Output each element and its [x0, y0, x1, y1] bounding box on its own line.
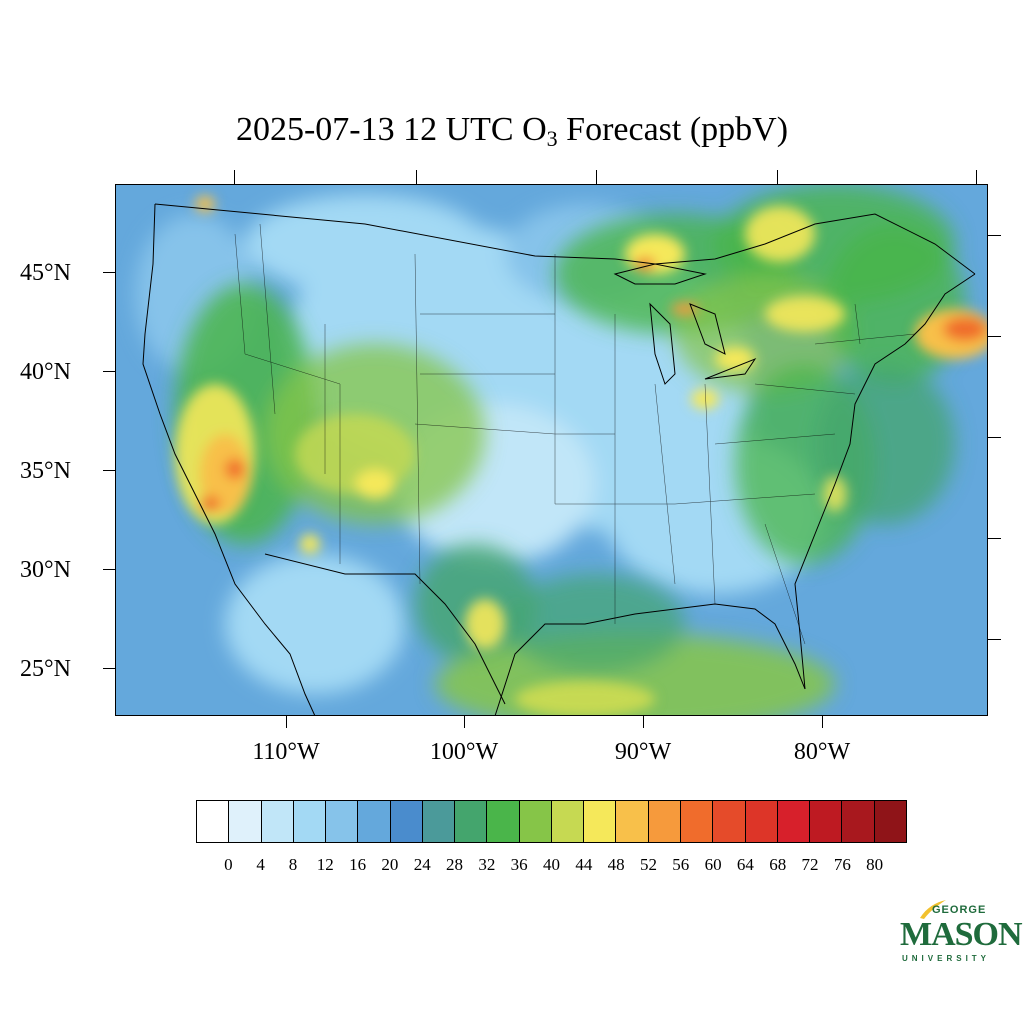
colorbar-tick-label-20: 20: [381, 855, 399, 874]
us-canada-border: [154, 203, 976, 275]
lake-erie: [704, 357, 757, 380]
colorbar-tick-label-24: 24: [413, 855, 431, 874]
lat-label-25: 25°N: [20, 656, 71, 682]
east-coast: [794, 273, 976, 690]
colorbar-cell-17: [745, 801, 778, 842]
logo-university: UNIVERSITY: [902, 954, 991, 963]
lon-label-100: 100°W: [429, 739, 499, 765]
tick-bottom-100: [464, 716, 465, 728]
tick-left-25: [103, 668, 115, 669]
colorbar-cell-2: [261, 801, 294, 842]
colorbar-tick-label-76: 76: [833, 855, 851, 874]
colorbar-tick-label-80: 80: [866, 855, 884, 874]
colorbar-tick-label-56: 56: [672, 855, 690, 874]
lon-label-90: 90°W: [614, 739, 672, 765]
colorbar-tick-label-36: 36: [510, 855, 528, 874]
colorbar-cell-20: [842, 801, 875, 842]
tick-top-3: [596, 170, 597, 184]
colorbar-cell-21: [874, 801, 906, 842]
lon-label-110: 110°W: [252, 739, 320, 765]
tick-right-2: [987, 336, 1001, 337]
tick-right-3: [987, 437, 1001, 438]
colorbar-cell-1: [229, 801, 262, 842]
tick-right-4: [987, 538, 1001, 539]
colorbar-cell-4: [326, 801, 359, 842]
colorbar-cell-11: [551, 801, 585, 842]
boundaries: [142, 203, 976, 716]
lat-label-45: 45°N: [20, 260, 71, 286]
colorbar-cell-13: [616, 801, 649, 842]
tick-bottom-90: [643, 716, 644, 728]
colorbar-tick-label-4: 4: [256, 855, 265, 874]
colorbar-cell-15: [680, 801, 714, 842]
colorbar-tick-label-72: 72: [801, 855, 819, 874]
george-mason-logo: GEORGE MASON UNIVERSITY: [898, 898, 1023, 968]
lake-superior: [613, 263, 707, 285]
logo-george: GEORGE: [932, 904, 987, 916]
lat-label-35: 35°N: [20, 458, 71, 484]
colorbar-cell-12: [584, 801, 617, 842]
lon-label-80: 80°W: [793, 739, 851, 765]
tick-right-1: [987, 235, 1001, 236]
colorbar-cell-9: [487, 801, 520, 842]
tick-left-30: [103, 569, 115, 570]
tick-top-4: [777, 170, 778, 184]
colorbar-cell-16: [713, 801, 746, 842]
colorbar-tick-label-0: 0: [224, 855, 233, 874]
tick-left-35: [103, 470, 115, 471]
tick-left-40: [103, 371, 115, 372]
tick-left-45: [103, 272, 115, 273]
colorbar-tick-label-64: 64: [736, 855, 754, 874]
tick-right-5: [987, 639, 1001, 640]
colorbar-tick-label-68: 68: [769, 855, 787, 874]
map-canvas: [115, 184, 988, 716]
west-coast: [142, 203, 316, 716]
tick-top-2: [416, 170, 417, 184]
colorbar-tick-label-52: 52: [639, 855, 657, 874]
colorbar: [196, 800, 907, 843]
colorbar-tick-label-16: 16: [349, 855, 367, 874]
colorbar-tick-label-32: 32: [478, 855, 496, 874]
high-ozone-regions: [175, 196, 988, 716]
colorbar-cell-19: [810, 801, 843, 842]
logo-mason: MASON: [900, 916, 1023, 953]
colorbar-tick-label-60: 60: [704, 855, 722, 874]
state-lines: [234, 223, 916, 645]
colorbar-tick-label-12: 12: [316, 855, 334, 874]
title-suffix: Forecast (ppbV): [557, 111, 789, 148]
colorbar-tick-label-8: 8: [288, 855, 298, 874]
tick-top-5: [976, 170, 977, 184]
map-title: 2025-07-13 12 UTC O3 Forecast (ppbV): [0, 108, 1024, 161]
title-prefix: 2025-07-13 12 UTC O: [235, 111, 547, 148]
colorbar-tick-label-28: 28: [446, 855, 464, 874]
colorbar-cell-18: [777, 801, 811, 842]
title-subscript: 3: [546, 126, 558, 151]
colorbar-cell-7: [422, 801, 456, 842]
tick-top-1: [234, 170, 235, 184]
colorbar-cell-3: [293, 801, 327, 842]
lat-label-30: 30°N: [20, 557, 71, 583]
tick-bottom-110: [286, 716, 287, 728]
tick-bottom-80: [822, 716, 823, 728]
colorbar-cell-0: [197, 801, 230, 842]
colorbar-cell-6: [390, 801, 423, 842]
colorbar-cell-10: [519, 801, 552, 842]
gulf-coast: [494, 603, 806, 716]
colorbar-cell-5: [358, 801, 391, 842]
colorbar-cell-14: [648, 801, 681, 842]
colorbar-tick-label-44: 44: [575, 855, 593, 874]
ozone-forecast-map: [115, 184, 988, 716]
mexico-border: [264, 553, 506, 705]
lake-michigan: [649, 302, 676, 385]
logo-swoosh-icon: [920, 900, 946, 919]
colorbar-tick-label-48: 48: [607, 855, 625, 874]
lake-huron: [689, 303, 726, 355]
colorbar-cell-8: [455, 801, 488, 842]
lat-label-40: 40°N: [20, 359, 71, 385]
colorbar-tick-label-40: 40: [543, 855, 560, 874]
